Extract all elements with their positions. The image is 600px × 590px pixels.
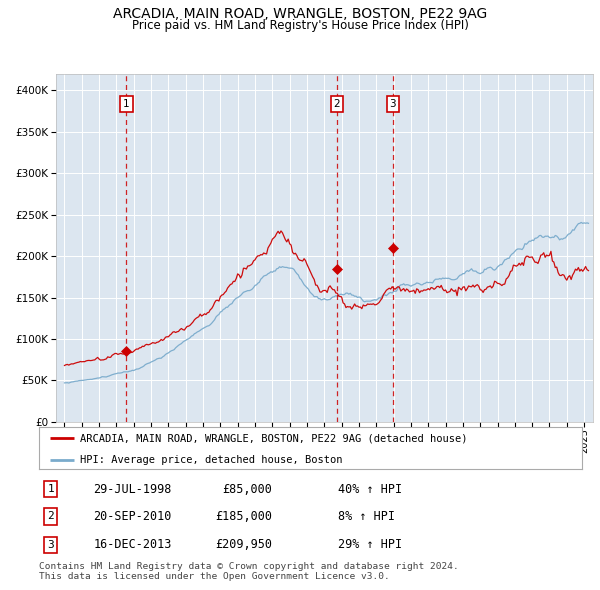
Text: 20-SEP-2010: 20-SEP-2010 — [94, 510, 172, 523]
Text: 40% ↑ HPI: 40% ↑ HPI — [338, 483, 402, 496]
Text: 16-DEC-2013: 16-DEC-2013 — [94, 538, 172, 551]
Text: ARCADIA, MAIN ROAD, WRANGLE, BOSTON, PE22 9AG: ARCADIA, MAIN ROAD, WRANGLE, BOSTON, PE2… — [113, 7, 487, 21]
Text: 29% ↑ HPI: 29% ↑ HPI — [338, 538, 402, 551]
Text: £185,000: £185,000 — [215, 510, 272, 523]
Text: 29-JUL-1998: 29-JUL-1998 — [94, 483, 172, 496]
Text: 8% ↑ HPI: 8% ↑ HPI — [338, 510, 395, 523]
Text: 2: 2 — [47, 512, 55, 522]
Text: £85,000: £85,000 — [223, 483, 272, 496]
Text: 3: 3 — [47, 540, 55, 550]
Text: 1: 1 — [47, 484, 55, 494]
Text: Contains HM Land Registry data © Crown copyright and database right 2024.
This d: Contains HM Land Registry data © Crown c… — [39, 562, 459, 581]
Text: Price paid vs. HM Land Registry's House Price Index (HPI): Price paid vs. HM Land Registry's House … — [131, 19, 469, 32]
Text: ARCADIA, MAIN ROAD, WRANGLE, BOSTON, PE22 9AG (detached house): ARCADIA, MAIN ROAD, WRANGLE, BOSTON, PE2… — [80, 434, 467, 444]
Text: HPI: Average price, detached house, Boston: HPI: Average price, detached house, Bost… — [80, 455, 342, 465]
Text: 1: 1 — [123, 100, 130, 109]
Text: £209,950: £209,950 — [215, 538, 272, 551]
Text: 2: 2 — [334, 100, 340, 109]
Text: 3: 3 — [389, 100, 396, 109]
